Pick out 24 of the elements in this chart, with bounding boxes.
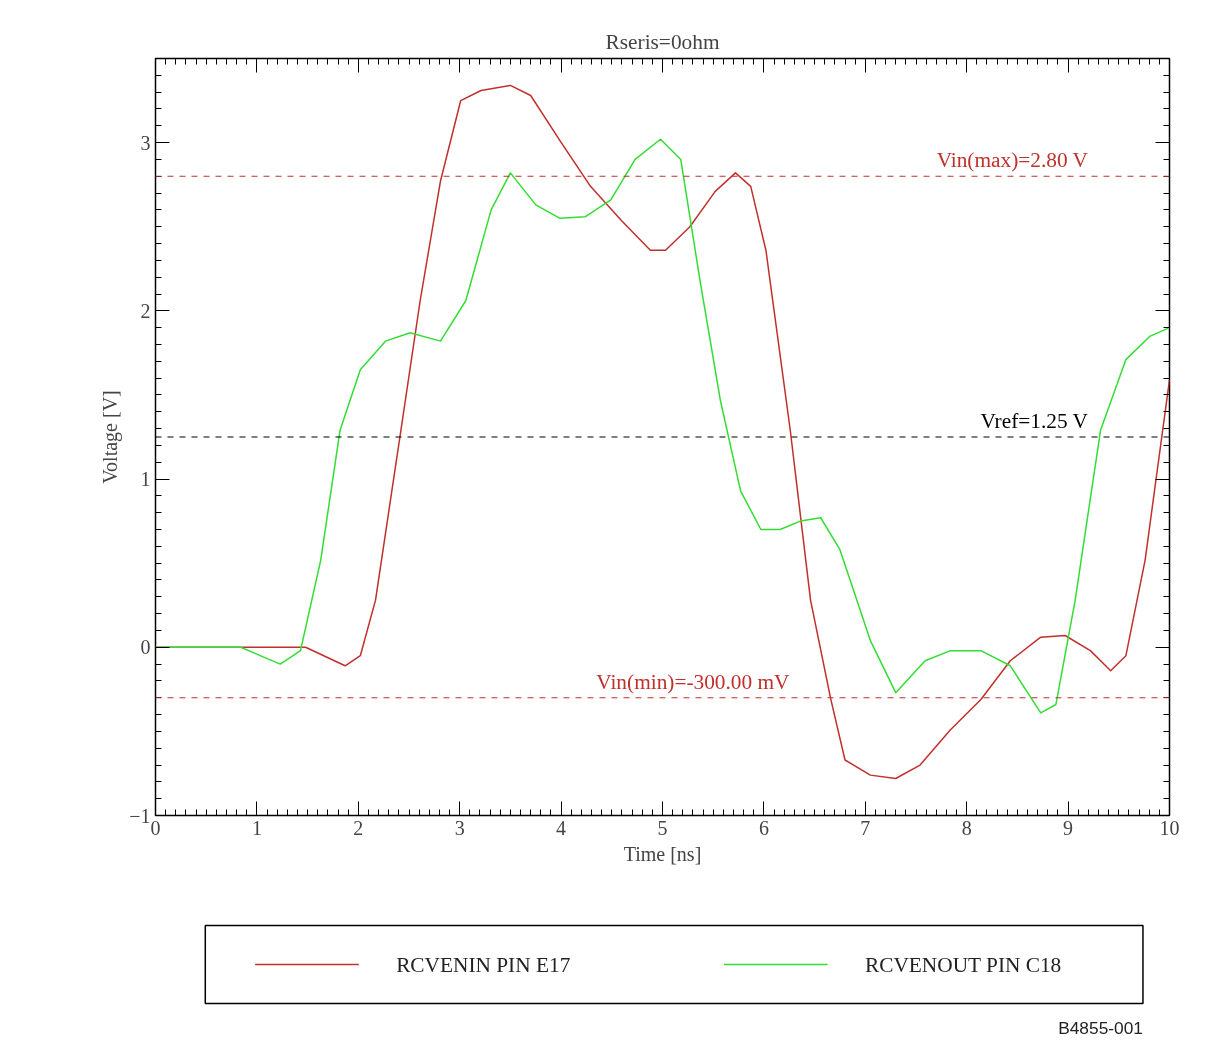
legend-label: RCVENOUT PIN C18: [864, 952, 1062, 977]
chart-title: Rseris=0ohm: [605, 29, 720, 54]
x-tick-label: 7: [860, 816, 871, 839]
y-tick-label: 0: [140, 636, 151, 659]
y-tick-label: 1: [140, 468, 151, 491]
x-tick-label: 1: [251, 816, 262, 839]
legend-label: RCVENIN PIN E17: [396, 952, 571, 977]
x-tick-label: 4: [556, 816, 567, 839]
x-tick-label: 2: [353, 816, 364, 839]
y-tick-label: 3: [140, 131, 151, 154]
ref-line-label: Vin(min)=-300.00 mV: [596, 669, 791, 694]
x-tick-label: 10: [1159, 816, 1180, 839]
y-tick-label: 2: [140, 299, 151, 322]
text: B4855-001: [1058, 1017, 1143, 1038]
x-tick-label: 3: [454, 816, 465, 839]
x-tick-label: 5: [657, 816, 668, 839]
x-tick-label: 9: [1063, 816, 1074, 839]
y-axis-title: Voltage [V]: [99, 390, 123, 484]
ref-line-label: Vref=1.25 V: [980, 409, 1089, 433]
ref-line-label: Vin(max)=2.80 V: [936, 148, 1089, 173]
x-axis-title: Time [ns]: [623, 842, 702, 865]
y-tick-label: −1: [129, 804, 151, 827]
x-tick-label: 8: [961, 816, 972, 839]
x-tick-label: 6: [758, 816, 769, 839]
